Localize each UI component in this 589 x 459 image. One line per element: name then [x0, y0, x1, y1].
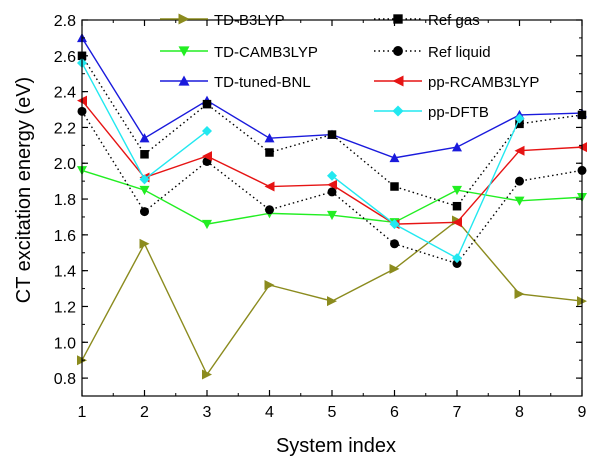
series-line-td-tuned-bnl: [82, 38, 582, 158]
data-point-pp-rcamb3lyp-4: [265, 182, 275, 192]
data-point-td-tuned-bnl-7: [452, 142, 462, 151]
legend-label-ref-gas: Ref gas: [428, 12, 480, 29]
x-tick-label: 4: [265, 404, 274, 421]
y-tick-label: 2.4: [54, 85, 76, 102]
legend-item-td-tuned-bnl: TD-tuned-BNL: [160, 74, 311, 91]
data-point-ref-liquid-8: [515, 177, 524, 186]
x-tick-label: 3: [203, 404, 212, 421]
series-pp-rcamb3lyp: [77, 96, 587, 230]
data-point-td-b3lyp-3: [202, 370, 212, 380]
data-point-ref-liquid-4: [265, 205, 274, 214]
legend-marker-pp-dftb: [393, 106, 404, 117]
series-line-pp-rcamb3lyp: [82, 101, 582, 225]
data-point-ref-gas-5: [328, 130, 337, 139]
y-tick-label: 1.0: [54, 335, 76, 352]
series-td-b3lyp: [77, 216, 587, 380]
x-tick-label: 8: [515, 404, 524, 421]
x-tick-label: 1: [78, 404, 87, 421]
data-point-td-b3lyp-4: [265, 280, 275, 290]
data-point-ref-gas-2: [140, 150, 149, 159]
y-tick-label: 2.6: [54, 49, 76, 66]
legend: TD-B3LYP TD-CAMB3LYP TD-tuned-BNL Ref gas Re…: [160, 12, 539, 121]
x-tick-label: 2: [140, 404, 149, 421]
legend-label-ref-liquid: Ref liquid: [428, 44, 491, 61]
series-pp-dftb: [327, 113, 525, 263]
x-tick-label: 5: [328, 404, 337, 421]
data-point-ref-liquid-2: [140, 207, 149, 216]
data-point-ref-gas-3: [203, 100, 212, 109]
data-point-ref-gas-6: [390, 182, 399, 191]
y-axis-title: CT excitation energy (eV): [13, 77, 35, 303]
data-point-td-b3lyp-2: [140, 239, 150, 249]
data-point-ref-gas-4: [265, 148, 274, 157]
legend-label-pp-rcamb3lyp: pp-RCAMB3LYP: [428, 74, 539, 91]
y-tick-label: 1.8: [54, 192, 76, 209]
legend-label-td-tuned-bnl: TD-tuned-BNL: [214, 74, 311, 91]
data-point-td-tuned-bnl-2: [140, 133, 150, 142]
legend-marker-ref-liquid: [393, 46, 403, 56]
legend-item-td-b3lyp: TD-B3LYP: [160, 12, 285, 29]
y-tick-label: 1.6: [54, 228, 76, 245]
legend-item-pp-dftb: pp-DFTB: [374, 104, 489, 121]
x-tick-label: 7: [453, 404, 462, 421]
data-point-ref-gas-7: [453, 202, 462, 211]
legend-label-pp-dftb: pp-DFTB: [428, 104, 489, 121]
series-pp-dftb: [77, 58, 212, 184]
x-tick-label: 6: [390, 404, 399, 421]
y-tick-label: 2.0: [54, 156, 76, 173]
y-tick-label: 2.2: [54, 120, 76, 137]
y-tick-label: 1.2: [54, 299, 76, 316]
legend-marker-ref-gas: [393, 14, 402, 23]
data-point-ref-liquid-6: [390, 239, 399, 248]
data-point-td-camb3lyp-2: [140, 186, 150, 195]
series-line-td-b3lyp: [82, 221, 582, 375]
legend-marker-td-b3lyp: [179, 14, 190, 25]
x-axis-title: System index: [276, 435, 396, 457]
data-point-td-camb3lyp-3: [202, 220, 212, 229]
y-tick-label: 0.8: [54, 371, 76, 388]
legend-item-pp-rcamb3lyp: pp-RCAMB3LYP: [374, 74, 539, 91]
data-point-td-b3lyp-5: [327, 296, 337, 306]
data-point-td-b3lyp-8: [515, 289, 525, 299]
legend-marker-pp-rcamb3lyp: [393, 76, 404, 87]
y-tick-label: 2.8: [54, 13, 76, 30]
y-tick-label: 1.4: [54, 264, 76, 281]
x-tick-label: 9: [578, 404, 587, 421]
legend-label-td-b3lyp: TD-B3LYP: [214, 12, 285, 29]
series-td-tuned-bnl: [77, 33, 587, 162]
series-line-pp-dftb: [332, 118, 520, 258]
legend-item-td-camb3lyp: TD-CAMB3LYP: [160, 44, 318, 61]
legend-item-ref-liquid: Ref liquid: [374, 44, 491, 61]
legend-label-td-camb3lyp: TD-CAMB3LYP: [214, 44, 318, 61]
